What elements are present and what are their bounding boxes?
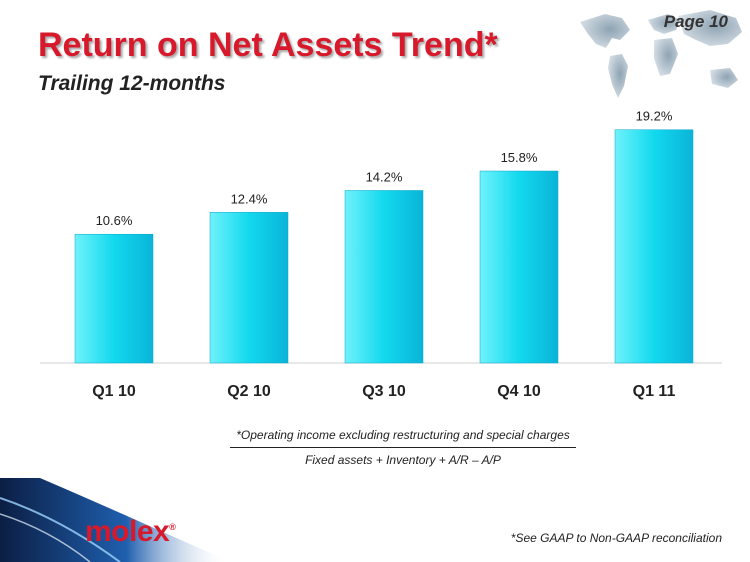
formula-numerator: *Operating income excluding restructurin… <box>230 428 576 448</box>
gaap-footnote: *See GAAP to Non-GAAP reconciliation <box>510 531 722 545</box>
page-number: Page 10 <box>663 12 728 31</box>
molex-logo: molex® <box>85 515 176 548</box>
formula: *Operating income excluding restructurin… <box>230 428 576 467</box>
bar-q3-10 <box>344 190 424 364</box>
data-label: 12.4% <box>231 191 268 206</box>
data-label: 15.8% <box>501 150 538 165</box>
data-label: 10.6% <box>96 213 133 228</box>
bar-q1-11 <box>614 129 694 364</box>
x-tick-label: Q1 10 <box>92 383 136 400</box>
brand-swoosh-graphic <box>0 478 230 562</box>
world-map-graphic <box>580 10 742 98</box>
data-label: 19.2% <box>636 109 673 124</box>
x-tick-label: Q4 10 <box>497 383 541 400</box>
page-subtitle: Trailing 12-months <box>38 72 226 95</box>
data-label: 14.2% <box>366 169 403 184</box>
bar-q2-10 <box>209 212 289 364</box>
x-tick-label: Q3 10 <box>362 383 406 400</box>
bar-q1-10 <box>74 233 154 364</box>
bar-q4-10 <box>479 170 559 364</box>
formula-denominator: Fixed assets + Inventory + A/R – A/P <box>305 453 501 467</box>
page-title: Return on Net Assets Trend* <box>38 26 498 64</box>
x-tick-label: Q2 10 <box>227 383 271 400</box>
x-tick-label: Q1 11 <box>633 383 676 400</box>
bar-chart: 10.6% Q1 10 12.4% Q2 10 14.2% Q3 10 15.8% Q4 10… <box>40 109 722 400</box>
